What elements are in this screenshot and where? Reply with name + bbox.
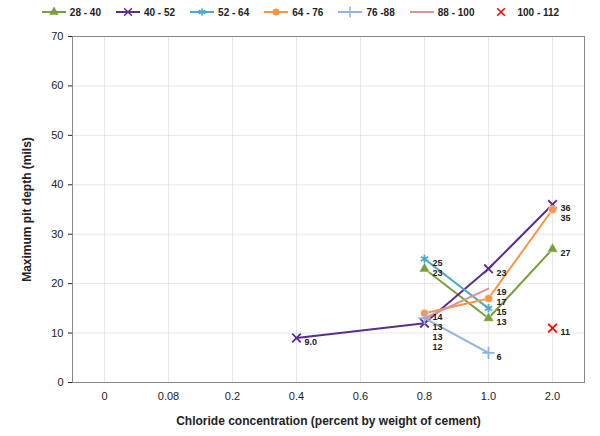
svg-text:15: 15 <box>497 307 507 317</box>
svg-text:40: 40 <box>51 178 63 190</box>
svg-text:70: 70 <box>51 30 63 42</box>
svg-text:0: 0 <box>101 390 107 402</box>
svg-text:12: 12 <box>433 342 443 352</box>
svg-text:27: 27 <box>561 248 571 258</box>
html-text:64 - 76: 64 - 76 <box>292 6 324 18</box>
svg-text:1.0: 1.0 <box>481 390 496 402</box>
svg-text:14: 14 <box>433 312 443 322</box>
svg-text:30: 30 <box>51 228 63 240</box>
svg-text:11: 11 <box>561 327 571 337</box>
html-text:52 - 64: 52 - 64 <box>218 6 250 18</box>
svg-text:0.8: 0.8 <box>417 390 432 402</box>
svg-text:6: 6 <box>497 352 502 362</box>
svg-text:19: 19 <box>497 287 507 297</box>
svg-text:0.08: 0.08 <box>158 390 179 402</box>
svg-text:Chloride concentration (percen: Chloride concentration (percent by weigh… <box>176 414 481 428</box>
svg-text:0.6: 0.6 <box>353 390 368 402</box>
html-text:88 - 100: 88 - 100 <box>437 6 475 18</box>
html-text:100 - 112: 100 - 112 <box>517 6 560 18</box>
svg-text:23: 23 <box>497 268 507 278</box>
svg-text:13: 13 <box>433 332 443 342</box>
svg-text:13: 13 <box>497 317 507 327</box>
svg-text:0.4: 0.4 <box>289 390 304 402</box>
svg-text:0: 0 <box>57 376 63 388</box>
svg-text:35: 35 <box>561 213 571 223</box>
svg-text:23: 23 <box>433 268 443 278</box>
html-text:28 - 40: 28 - 40 <box>69 6 101 18</box>
svg-text:36: 36 <box>561 203 571 213</box>
svg-text:9.0: 9.0 <box>305 337 318 347</box>
svg-text:13: 13 <box>433 322 443 332</box>
svg-text:Maximum pit depth (mils): Maximum pit depth (mils) <box>20 137 34 282</box>
svg-text:17: 17 <box>497 297 507 307</box>
svg-text:50: 50 <box>51 129 63 141</box>
svg-text:25: 25 <box>433 258 443 268</box>
svg-text:2.0: 2.0 <box>545 390 560 402</box>
svg-text:60: 60 <box>51 79 63 91</box>
svg-text:10: 10 <box>51 327 63 339</box>
svg-text:20: 20 <box>51 277 63 289</box>
html-text:76 -88: 76 -88 <box>366 6 395 18</box>
svg-text:0.2: 0.2 <box>225 390 240 402</box>
html-text:40 - 52: 40 - 52 <box>144 6 176 18</box>
